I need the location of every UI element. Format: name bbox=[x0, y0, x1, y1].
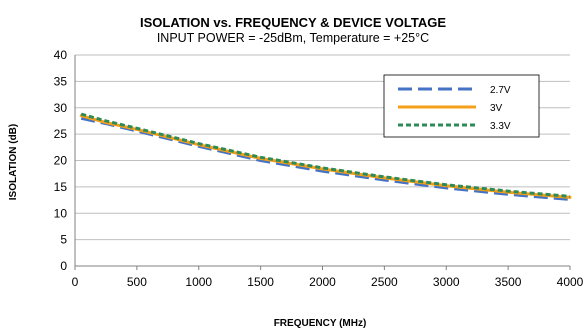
y-tick-label: 0 bbox=[60, 259, 67, 273]
y-tick-label: 10 bbox=[54, 206, 68, 220]
series-lines bbox=[79, 112, 572, 201]
y-tick-label: 40 bbox=[54, 48, 68, 62]
legend-label: 2.7V bbox=[490, 85, 511, 96]
x-axis-title: FREQUENCY (MHz) bbox=[274, 318, 367, 329]
y-axis-title: ISOLATION (dB) bbox=[8, 124, 19, 200]
x-tick-label: 500 bbox=[127, 275, 147, 289]
x-tick-label: 1500 bbox=[247, 275, 274, 289]
y-tick-label: 35 bbox=[54, 74, 68, 88]
chart-title: ISOLATION vs. FREQUENCY & DEVICE VOLTAGE bbox=[139, 15, 447, 30]
y-tick-label: 15 bbox=[54, 180, 68, 194]
y-tick-label: 25 bbox=[54, 127, 68, 141]
legend-label: 3.3V bbox=[490, 121, 511, 132]
legend-label: 3V bbox=[490, 103, 503, 114]
x-tick-label: 3000 bbox=[433, 275, 460, 289]
chart-subtitle: INPUT POWER = -25dBm, Temperature = +25°… bbox=[156, 31, 430, 45]
axes bbox=[74, 55, 571, 270]
x-tick-label: 0 bbox=[72, 275, 79, 289]
y-tick-label: 20 bbox=[54, 154, 68, 168]
x-tick-label: 1000 bbox=[185, 275, 212, 289]
x-tick-label: 4000 bbox=[557, 275, 584, 289]
x-tick-label: 2000 bbox=[309, 275, 336, 289]
y-tick-label: 5 bbox=[60, 233, 67, 247]
x-tick-label: 3500 bbox=[495, 275, 522, 289]
x-tick-label: 2500 bbox=[371, 275, 398, 289]
y-tick-labels: 0 5 10 15 20 25 30 35 40 bbox=[54, 48, 68, 273]
y-tick-label: 30 bbox=[54, 101, 68, 115]
legend: 2.7V 3V 3.3V bbox=[383, 74, 540, 138]
series-line-3.3V bbox=[80, 112, 571, 198]
x-tick-labels: 0 500 1000 1500 2000 2500 3000 3500 4000 bbox=[72, 275, 584, 289]
